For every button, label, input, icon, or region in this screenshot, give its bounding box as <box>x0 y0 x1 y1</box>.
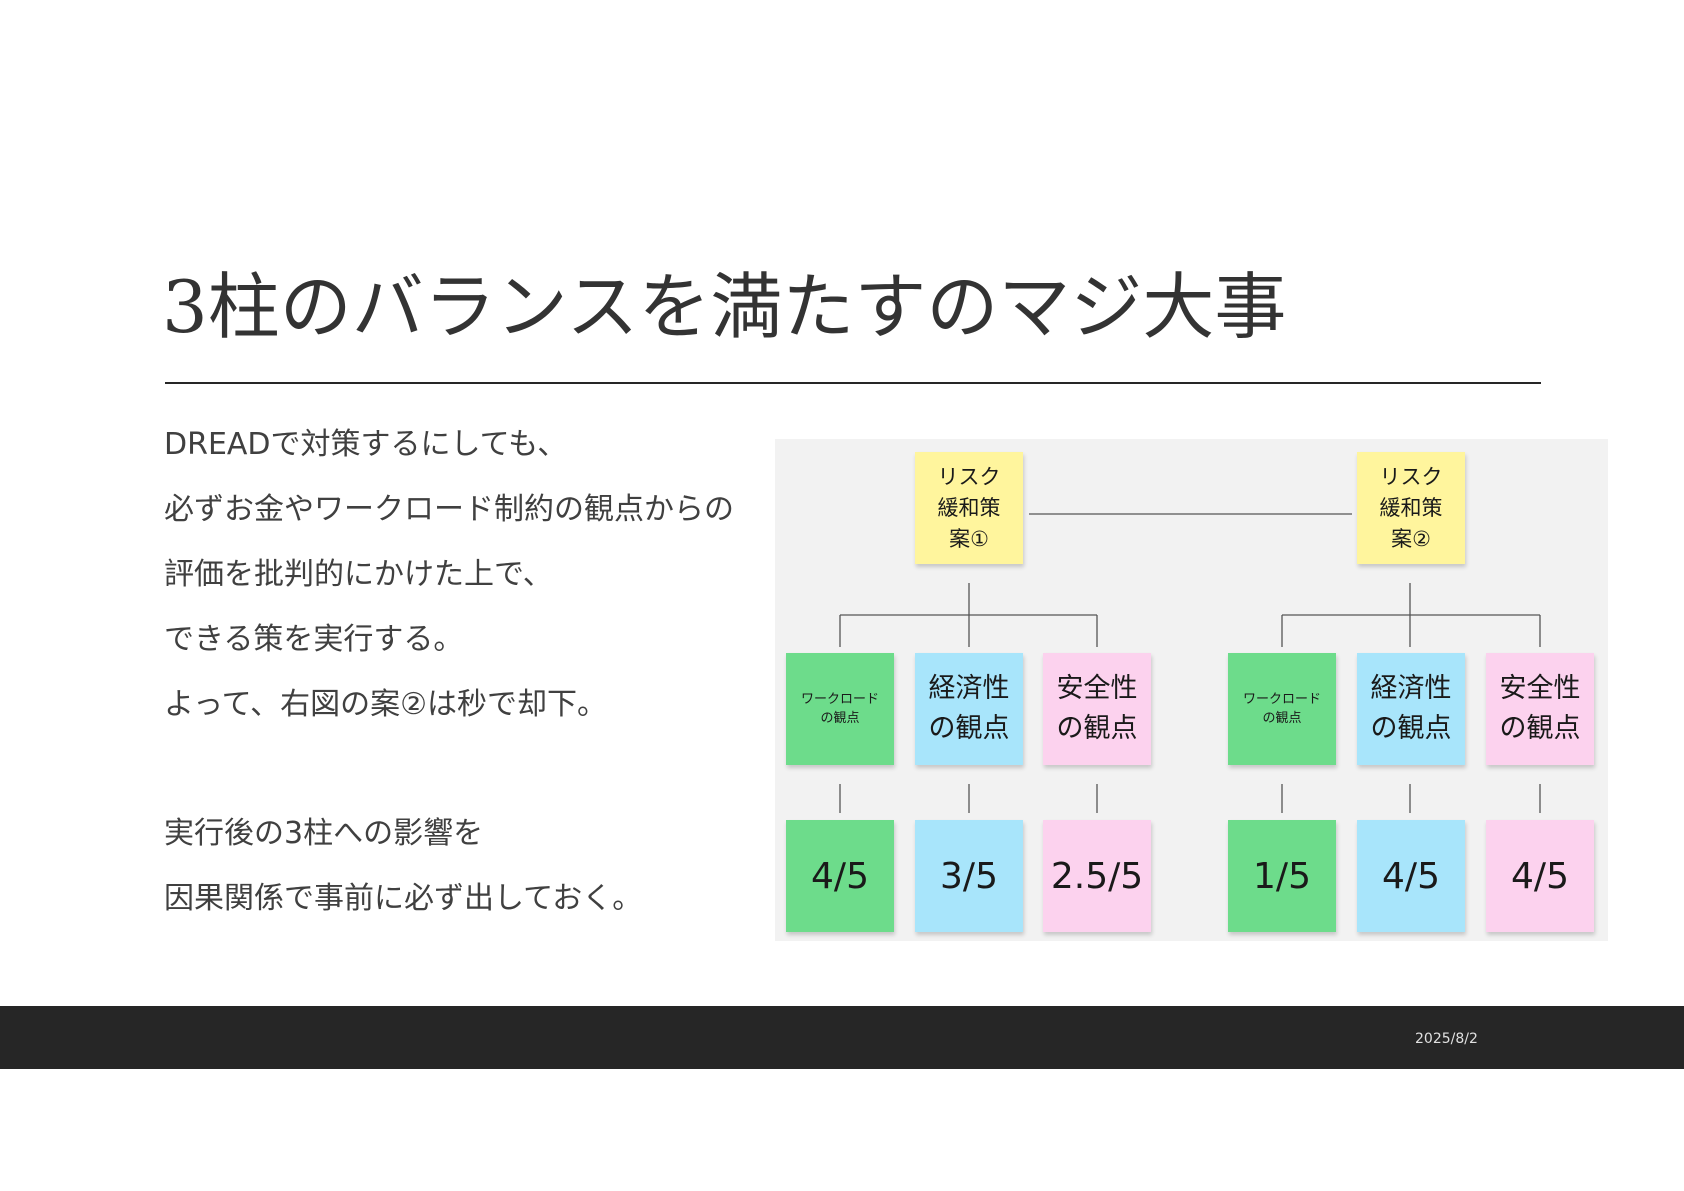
plan1-safety-note: 安全性 の観点 <box>1043 653 1151 765</box>
body-text: DREADで対策するにしても、 必ずお金やワークロード制約の観点からの 評価を批… <box>164 412 764 931</box>
title-underline <box>165 382 1541 384</box>
evaluation-diagram: リスク 緩和策 案① ワークロード の観点 経済性 の観点 安全性 の観点 4/… <box>775 439 1608 941</box>
footer-date: 2025/8/2 <box>1415 1031 1478 1047</box>
footer-bar <box>0 1006 1684 1069</box>
slide-title: 3柱のバランスを満たすのマジ大事 <box>162 265 1287 349</box>
plan1-workload-score: 4/5 <box>786 820 894 932</box>
plan1-title-note: リスク 緩和策 案① <box>915 452 1023 564</box>
plan2-workload-note: ワークロード の観点 <box>1228 653 1336 765</box>
body-line: DREADで対策するにしても、 <box>164 427 568 462</box>
plan2-economic-note: 経済性 の観点 <box>1357 653 1465 765</box>
body-line: 必ずお金やワークロード制約の観点からの <box>164 492 734 527</box>
plan2-safety-score: 4/5 <box>1486 820 1594 932</box>
body-line: できる策を実行する。 <box>164 622 464 657</box>
paragraph-gap <box>164 737 764 801</box>
plan1-economic-note: 経済性 の観点 <box>915 653 1023 765</box>
body-line: 因果関係で事前に必ず出しておく。 <box>164 881 643 916</box>
body-line: よって、右図の案②は秒で却下。 <box>164 687 607 722</box>
plan2-safety-note: 安全性 の観点 <box>1486 653 1594 765</box>
plan2-economic-score: 4/5 <box>1357 820 1465 932</box>
body-line: 実行後の3柱への影響を <box>164 816 484 851</box>
plan1-workload-note: ワークロード の観点 <box>786 653 894 765</box>
body-line: 評価を批判的にかけた上で、 <box>164 557 553 592</box>
diagram-connectors <box>839 513 1541 813</box>
plan1-safety-score: 2.5/5 <box>1043 820 1151 932</box>
plan2-workload-score: 1/5 <box>1228 820 1336 932</box>
plan2-title-note: リスク 緩和策 案② <box>1357 452 1465 564</box>
plan1-economic-score: 3/5 <box>915 820 1023 932</box>
